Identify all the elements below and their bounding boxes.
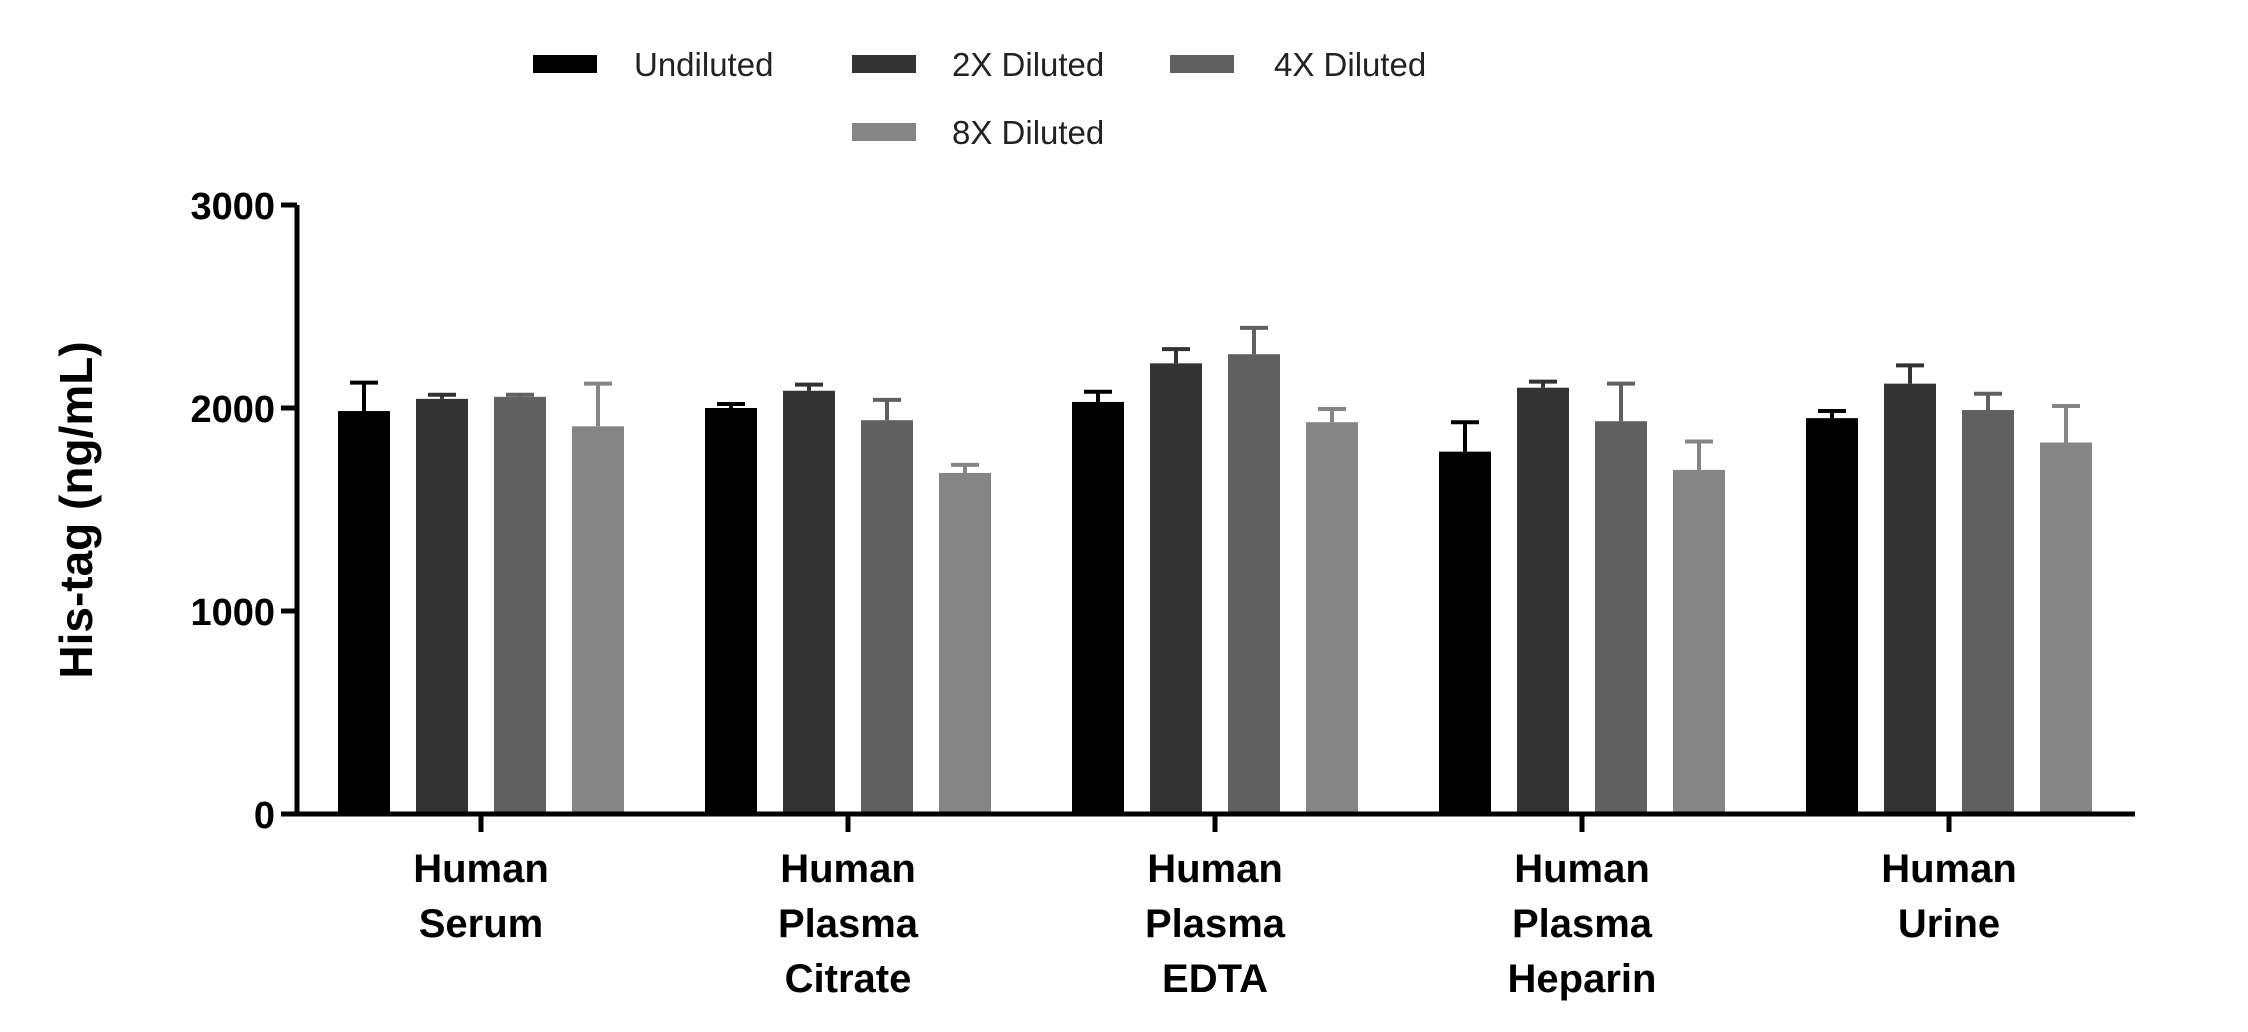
- x-category-label-line: Human: [1881, 847, 2017, 891]
- bar: [1517, 387, 1569, 814]
- bar: [1439, 451, 1491, 814]
- x-category-label-line: Human: [413, 847, 549, 891]
- legend-swatch: [852, 55, 916, 73]
- x-category-label: Human Plasma EDTA: [1145, 847, 1286, 1001]
- bar: [1884, 383, 1936, 814]
- bar: [2040, 442, 2092, 814]
- x-category-label: Human Plasma Citrate: [778, 847, 919, 1001]
- legend-swatch: [1170, 55, 1234, 73]
- legend-swatch: [852, 123, 916, 141]
- y-axis: His-tag (ng/mL) 0 1000 2000 3000: [50, 186, 300, 837]
- bar: [1072, 401, 1124, 814]
- bar: [416, 398, 468, 814]
- bar: [494, 396, 546, 814]
- legend: Undiluted 2X Diluted 4X Diluted 8X Diluted: [533, 46, 1426, 151]
- y-tick-label: 3000: [190, 186, 275, 228]
- x-category-label-line: Heparin: [1508, 957, 1657, 1001]
- x-category-label-line: Plasma: [778, 902, 919, 946]
- y-axis-label: His-tag (ng/mL): [50, 341, 102, 678]
- x-category-label-line: Human: [1147, 847, 1283, 891]
- x-category-label: Human Urine: [1881, 847, 2017, 946]
- bar: [1806, 418, 1858, 814]
- x-category-label: Human Serum: [413, 847, 549, 946]
- bar: [1150, 363, 1202, 814]
- x-category-label: Human Plasma Heparin: [1508, 847, 1657, 1001]
- legend-label: 2X Diluted: [952, 46, 1104, 83]
- y-tick-label: 2000: [190, 389, 275, 431]
- bar: [338, 411, 390, 814]
- bar: [705, 408, 757, 814]
- bar: [861, 420, 913, 814]
- x-category-label-line: Urine: [1898, 902, 2000, 946]
- legend-label: 4X Diluted: [1274, 46, 1426, 83]
- legend-label: 8X Diluted: [952, 114, 1104, 151]
- x-category-label-line: Human: [780, 847, 916, 891]
- y-tick-label: 1000: [190, 592, 275, 634]
- bar: [1673, 469, 1725, 814]
- bar: [572, 426, 624, 814]
- bar: [1595, 421, 1647, 814]
- x-category-label-line: Serum: [419, 902, 544, 946]
- x-category-label-line: EDTA: [1162, 957, 1268, 1001]
- bars: [338, 325, 2092, 814]
- bar: [939, 472, 991, 814]
- bar: [1306, 422, 1358, 814]
- bar: [1228, 354, 1280, 814]
- x-category-label-line: Human: [1514, 847, 1650, 891]
- x-axis: Human Serum Human Plasma Citrate Human Plasma E…: [295, 811, 2135, 1001]
- bar: [783, 390, 835, 814]
- x-category-label-line: Plasma: [1512, 902, 1653, 946]
- legend-label: Undiluted: [634, 46, 773, 83]
- y-tick-label: 0: [254, 795, 275, 837]
- bar: [1962, 410, 2014, 814]
- x-category-label-line: Citrate: [785, 957, 912, 1001]
- x-category-label-line: Plasma: [1145, 902, 1286, 946]
- legend-swatch: [533, 55, 597, 73]
